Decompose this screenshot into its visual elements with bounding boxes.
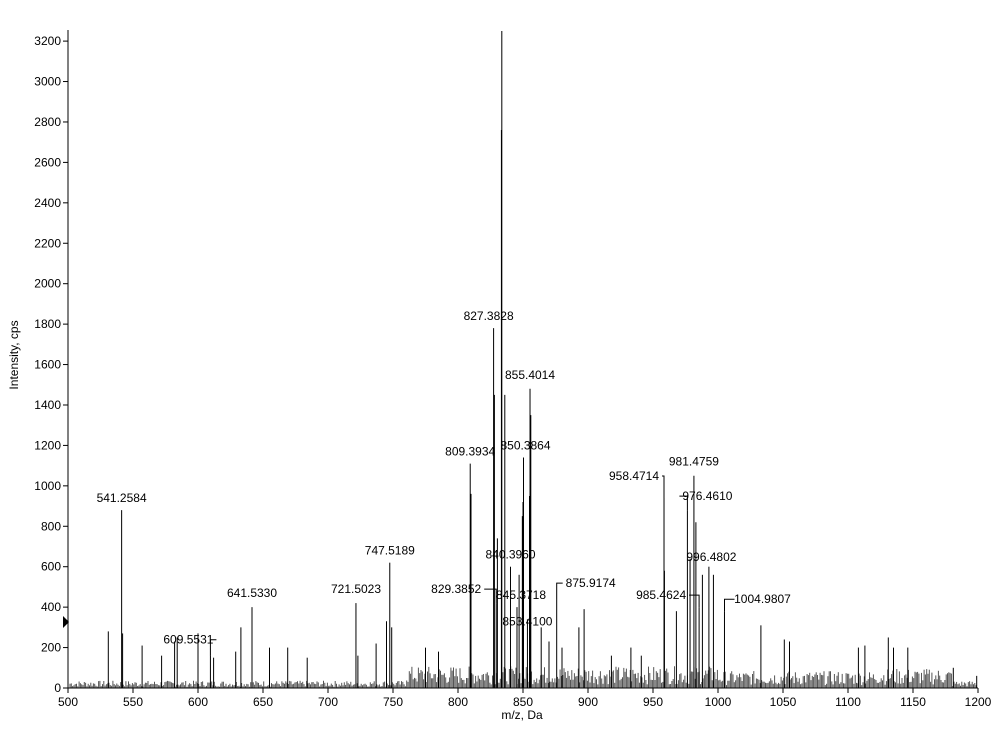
x-tick-label: 1100 <box>835 695 861 709</box>
peak-label: 721.5023 <box>331 582 381 596</box>
x-tick-label: 1050 <box>770 695 797 709</box>
peak-label-leader <box>725 599 735 611</box>
x-tick-label: 850 <box>513 695 533 709</box>
x-tick-label: 550 <box>123 695 143 709</box>
y-axis-title: Intensity, cps <box>7 320 21 389</box>
y-tick-label: 1000 <box>34 479 61 493</box>
peak-label: 958.4714 <box>609 469 659 483</box>
x-tick-label: 1000 <box>705 695 732 709</box>
y-tick-label: 2400 <box>34 196 61 210</box>
x-tick-label: 1150 <box>900 695 926 709</box>
x-tick-label: 1200 <box>965 695 992 709</box>
y-tick-label: 2000 <box>34 277 61 291</box>
peak-label: 855.4014 <box>505 368 555 382</box>
x-tick-label: 900 <box>578 695 598 709</box>
peak-label: 1004.9807 <box>734 592 791 606</box>
y-tick-label: 200 <box>41 641 61 655</box>
x-tick-label: 650 <box>253 695 273 709</box>
peak-label: 850.3864 <box>500 439 550 453</box>
x-tick-label: 700 <box>318 695 338 709</box>
y-tick-label: 3200 <box>34 34 61 48</box>
peak-label: 981.4759 <box>669 455 719 469</box>
peak-label: 609.5531 <box>163 633 213 647</box>
x-axis-title: m/z, Da <box>501 708 543 722</box>
y-tick-label: 600 <box>41 560 61 574</box>
x-tick-label: 750 <box>383 695 403 709</box>
peak-label: 840.3960 <box>485 548 535 562</box>
peak-label: 985.4624 <box>636 588 686 602</box>
peak-label: 845.3718 <box>496 588 546 602</box>
peak-label: 976.4610 <box>682 489 732 503</box>
y-tick-label: 2800 <box>34 115 61 129</box>
peak-label: 996.4802 <box>686 550 736 564</box>
peak-label: 853.4100 <box>502 614 552 628</box>
x-tick-label: 800 <box>448 695 468 709</box>
axes: m/z, Da Intensity, cps <box>7 30 978 722</box>
peak-label: 875.9174 <box>566 576 616 590</box>
peak-label: 541.2584 <box>97 491 147 505</box>
y-tick-label: 0 <box>54 681 61 695</box>
peak-label: 809.3934 <box>445 445 495 459</box>
peak-label: 827.3828 <box>464 309 514 323</box>
x-tick-label: 950 <box>643 695 663 709</box>
y-tick-label: 1600 <box>34 358 61 372</box>
y-tick-label: 3000 <box>34 75 61 89</box>
y-tick-label: 2200 <box>34 236 61 250</box>
peak-label: 747.5189 <box>365 544 415 558</box>
y-tick-label: 800 <box>41 519 61 533</box>
y-tick-label: 1200 <box>34 438 61 452</box>
y-tick-label: 400 <box>41 600 61 614</box>
peak-label: 829.3852 <box>431 582 481 596</box>
y-tick-label: 1800 <box>34 317 61 331</box>
peak-label-leader <box>662 476 664 498</box>
x-tick-label: 600 <box>188 695 208 709</box>
y-tick-label: 1400 <box>34 398 61 412</box>
x-tick-label: 500 <box>58 695 78 709</box>
peak-label-leader <box>557 583 563 599</box>
peak-label: 641.5330 <box>227 586 277 600</box>
y-tick-label: 2600 <box>34 155 61 169</box>
